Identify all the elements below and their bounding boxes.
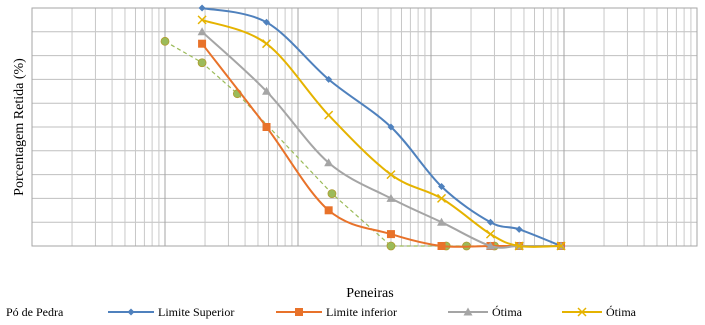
legend-label: Pó de Pedra [6, 305, 64, 319]
data-point [438, 183, 446, 190]
data-point [387, 123, 395, 131]
series-line [201, 43, 561, 248]
data-point [324, 110, 334, 120]
data-point [437, 242, 446, 250]
legend-marker [463, 307, 473, 316]
x-axis-label: Peneiras [346, 286, 393, 301]
legend-item-2: Limite Superior [108, 305, 234, 319]
legend-label: Ótima [492, 305, 523, 319]
legend-item-1: Pó de Pedra [6, 305, 64, 319]
data-point [514, 241, 524, 251]
data-point [325, 75, 333, 83]
data-point [197, 58, 207, 68]
data-point [327, 189, 337, 199]
legend-item-4: Ótima [448, 305, 523, 319]
legend-marker [295, 308, 303, 316]
legend-marker [577, 307, 587, 317]
y-axis-label: Porcentagem Retida (%) [12, 58, 27, 196]
legend-label: Limite Superior [158, 305, 234, 319]
data-point [486, 218, 494, 226]
data-point [198, 4, 206, 12]
data-point [386, 241, 396, 251]
data-point [262, 39, 272, 49]
data-point [437, 193, 447, 203]
data-point [386, 193, 396, 202]
legend-item-5: Ótima [562, 305, 637, 319]
grid [32, 7, 697, 247]
series-4 [197, 27, 566, 250]
legend-marker [127, 308, 135, 316]
legend: Pó de Pedra Limite Superior Limite inferio… [6, 305, 637, 319]
series-5 [197, 15, 566, 251]
series-line [201, 7, 562, 247]
data-point [386, 170, 396, 180]
series-line [164, 40, 495, 247]
data-point [324, 206, 333, 215]
data-point [160, 36, 170, 46]
data-point [386, 230, 395, 239]
data-point [197, 15, 207, 25]
data-point [556, 241, 566, 251]
data-point [262, 86, 272, 95]
series-line [201, 18, 562, 248]
data-point [515, 225, 523, 233]
data-point [485, 241, 495, 250]
data-point [198, 39, 207, 48]
data-point [263, 18, 271, 26]
legend-label: Limite inferior [326, 305, 397, 319]
data-point [262, 123, 271, 131]
data-point [437, 217, 447, 226]
data-point [485, 229, 496, 239]
plot-frame [31, 7, 698, 247]
series-layer [160, 4, 566, 251]
series-1 [160, 36, 499, 251]
legend-item-3: Limite inferior [276, 305, 397, 319]
series-line [201, 31, 561, 249]
legend-label: Ótima [606, 305, 637, 319]
data-point [324, 158, 334, 167]
data-point [197, 27, 207, 36]
series-3 [198, 39, 566, 250]
